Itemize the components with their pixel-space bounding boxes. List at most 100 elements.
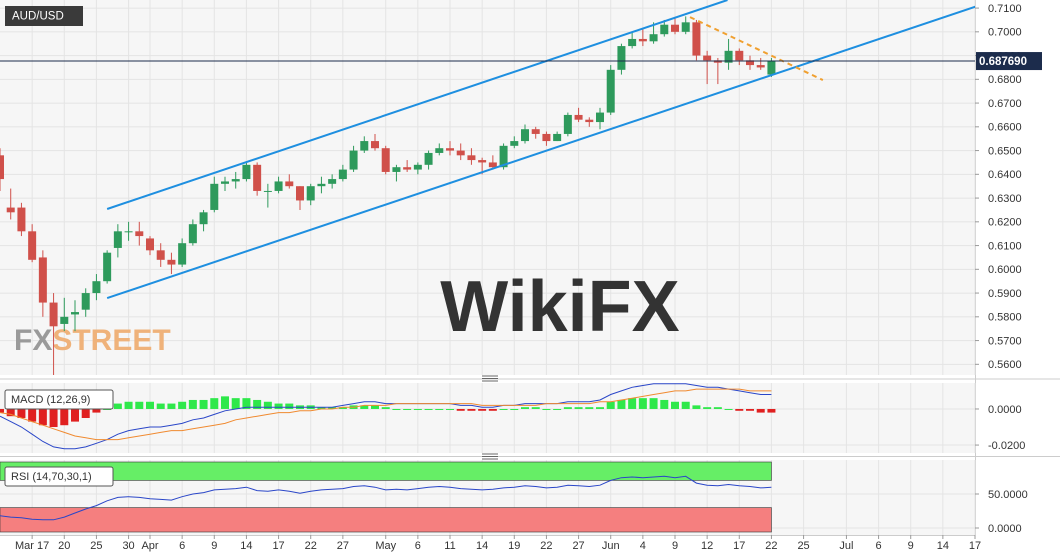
x-tick-label: 27 [337,540,349,552]
histogram-bar [703,407,712,409]
histogram-bar [435,408,444,410]
candle-body [360,141,369,151]
candle-body [81,293,90,310]
logo-street: STREET [52,324,170,357]
candle-body [756,65,765,68]
histogram-bar [467,408,476,411]
y-tick-label: 0.6100 [988,240,1022,252]
x-tick-label: 20 [58,540,70,552]
x-tick-label: 17 [969,540,981,552]
x-tick-label: 19 [508,540,520,552]
candle-body [596,112,604,123]
candle-body [92,281,101,294]
indicator-line [0,388,772,441]
resize-handle[interactable] [482,453,498,460]
candle-body [306,186,315,201]
y-tick-label: 0.6200 [988,217,1022,229]
histogram-bar [756,408,765,413]
histogram-bar [746,408,754,411]
x-tick-label: 14 [240,540,252,552]
candle-body [103,252,112,282]
histogram-bar [0,408,4,413]
trend-line [106,5,975,300]
histogram-bar [28,408,37,422]
x-tick-label: May [375,540,396,552]
candle-body [0,155,4,180]
logo: FXSTREET [14,324,171,357]
candle-body [71,312,79,315]
candle-body [467,155,476,161]
candle-body [221,181,229,184]
title-box [5,6,83,26]
indicator-title: RSI (14,70,30,1) [11,471,92,483]
y-tick-label: 0.6800 [988,74,1022,86]
histogram-bar [767,408,776,413]
y-tick-label: 0.5900 [988,288,1022,300]
histogram-bar [446,408,454,410]
histogram-bar [328,407,337,409]
candle-body [446,148,454,151]
histogram-bar [649,398,658,409]
histogram-bar [92,408,101,413]
histogram-bar [113,403,122,409]
resize-handle[interactable] [482,375,498,382]
chart-title: AUD/USD [12,11,64,23]
x-tick-label: 6 [179,540,185,552]
indicator-line [0,383,772,450]
candle-body [456,150,465,156]
y-tick-label: 50.0000 [988,489,1028,501]
candle-body [188,224,197,244]
histogram-bar [49,408,58,428]
histogram-bar [253,399,262,409]
histogram-bar [60,408,69,426]
indicator-title-box [4,389,114,410]
candle-body [231,179,240,182]
histogram-bar [510,408,519,410]
histogram-bar [167,403,176,409]
candle-body [606,69,615,113]
candle-body [488,162,497,168]
candle-body [435,148,444,153]
histogram-bar [360,405,369,409]
candle-body [585,119,594,123]
candle-body [113,231,122,248]
x-tick-label: Apr [141,540,158,552]
histogram-bar [521,407,529,409]
y-tick-label: 0.6400 [988,169,1022,181]
histogram-bar [413,408,422,410]
histogram-bar [563,407,572,409]
candle-body [146,238,154,251]
candle-body [60,316,69,324]
watermark: WikiFX [440,267,679,347]
indicator-title: MACD (12,26,9) [11,394,90,406]
trend-line [106,0,728,210]
candle-body [210,183,219,210]
y-tick-label: 0.0000 [988,523,1022,535]
x-tick-label: 30 [122,540,134,552]
candle-body [253,164,262,191]
histogram-bar [231,398,240,409]
candle-body [381,148,390,172]
histogram-bar [403,408,412,410]
y-tick-label: 0.7100 [988,3,1022,15]
candle-body [617,46,626,70]
macd-panel [0,383,975,453]
histogram-bar [692,405,701,409]
candle-body [478,160,487,163]
histogram-bar [392,408,401,410]
x-tick-label: 4 [640,540,646,552]
y-tick-label: 0.6500 [988,145,1022,157]
candle-body [681,22,690,32]
histogram-bar [274,403,283,409]
y-tick-label: 0.6600 [988,122,1022,134]
histogram-bar [724,408,733,410]
candle-body [392,167,401,172]
x-tick-label: 9 [211,540,217,552]
x-tick-label: 12 [701,540,713,552]
histogram-bar [585,407,594,409]
candle-body [38,257,47,303]
y-tick-label: 0.5600 [988,359,1022,371]
candle-body [638,38,647,42]
histogram-bar [317,407,326,409]
